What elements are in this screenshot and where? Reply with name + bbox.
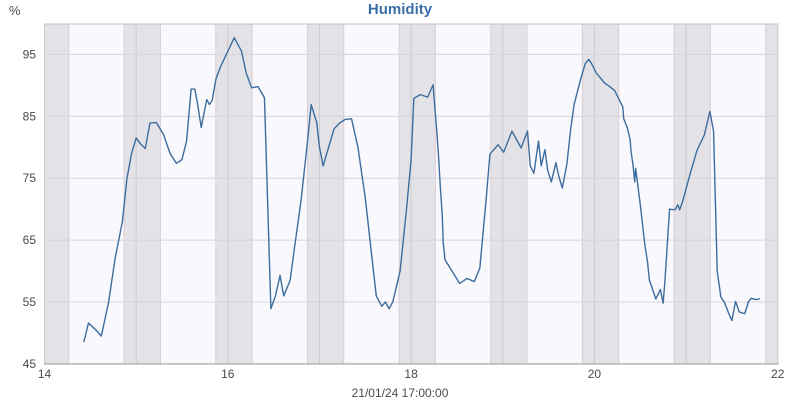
svg-text:55: 55 bbox=[23, 295, 37, 309]
svg-text:85: 85 bbox=[23, 109, 37, 123]
svg-text:65: 65 bbox=[23, 233, 37, 247]
svg-text:75: 75 bbox=[23, 171, 37, 185]
svg-text:22: 22 bbox=[771, 367, 785, 381]
svg-text:14: 14 bbox=[38, 367, 52, 381]
svg-text:18: 18 bbox=[404, 367, 418, 381]
svg-text:20: 20 bbox=[588, 367, 602, 381]
svg-text:45: 45 bbox=[23, 357, 37, 371]
svg-text:16: 16 bbox=[221, 367, 235, 381]
svg-text:95: 95 bbox=[23, 47, 37, 61]
